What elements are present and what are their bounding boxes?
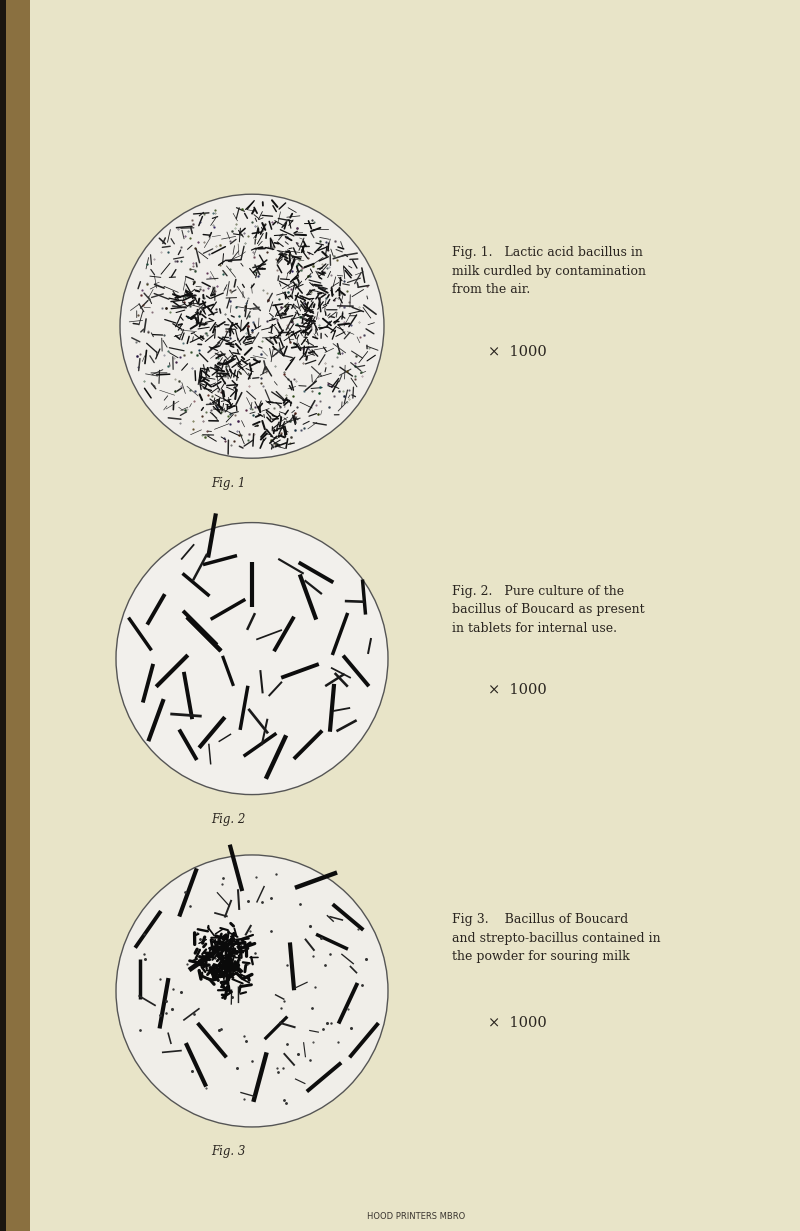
Ellipse shape [116,523,388,794]
Text: Fig 3.    Bacillus of Boucard
and strepto-bacillus contained in
the powder for s: Fig 3. Bacillus of Boucard and strepto-b… [452,913,661,964]
Text: ×  1000: × 1000 [488,1016,546,1029]
Text: Fig. 1: Fig. 1 [211,476,245,490]
Bar [0,0,6,1231]
Text: HOOD PRINTERS MBRO: HOOD PRINTERS MBRO [367,1213,465,1221]
Text: Fig. 3: Fig. 3 [211,1145,245,1158]
Ellipse shape [116,856,388,1126]
Ellipse shape [120,194,384,458]
Text: Fig. 2: Fig. 2 [211,812,245,826]
Text: ×  1000: × 1000 [488,683,546,697]
Text: ×  1000: × 1000 [488,345,546,358]
Text: Fig. 2.   Pure culture of the
bacillus of Boucard as present
in tablets for inte: Fig. 2. Pure culture of the bacillus of … [452,585,645,635]
Bar [0,0,30,1231]
Text: Fig. 1.   Lactic acid bacillus in
milk curdled by contamination
from the air.: Fig. 1. Lactic acid bacillus in milk cur… [452,246,646,297]
